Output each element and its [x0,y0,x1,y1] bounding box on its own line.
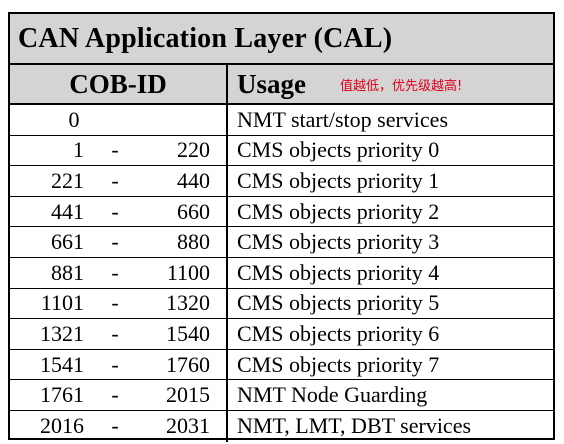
table-title: CAN Application Layer (CAL) [18,22,393,54]
cob-id-from: 1761 [40,382,84,408]
priority-note: 值越低，优先级越高! [340,78,463,94]
table-row: 1 - 220 CMS objects priority 0 [10,135,553,167]
range-dash: - [111,229,119,255]
table-body: 0 NMT start/stop services 1 - 220 CMS objects… [10,105,553,442]
range-dash: - [111,259,119,285]
cob-id-to: 2015 [166,382,210,408]
cob-id-to: 1320 [166,290,210,316]
cob-id-cell: 1 - 220 [10,135,228,166]
cob-id-from: 1541 [40,351,84,377]
cob-id-to: 2031 [166,413,210,439]
range-dash: - [111,382,119,408]
cob-id-to: 880 [177,229,210,255]
cob-id-cell: 661 - 880 [10,227,228,257]
usage-cell: CMS objects priority 4 [237,259,440,285]
table-row: 2016 - 2031 NMT, LMT, DBT services [10,410,553,442]
range-dash: - [111,413,119,439]
usage-cell: CMS objects priority 3 [237,229,440,255]
usage-cell: CMS objects priority 7 [237,351,440,377]
range-dash: - [111,198,119,224]
cob-id-from: 1321 [40,320,84,346]
cob-id-from: 1 [73,137,84,163]
header-row: COB-ID Usage 值越低，优先级越高! [10,65,553,105]
cob-id-cell: 2016 - 2031 [10,410,228,442]
cob-id-cell: 1541 - 1760 [10,349,228,380]
cob-id-from: 441 [51,198,84,224]
cal-table: CAN Application Layer (CAL) COB-ID Usage… [8,12,555,442]
usage-cell: CMS objects priority 5 [237,290,440,316]
usage-cell: CMS objects priority 2 [237,198,440,224]
cob-id-from: 881 [51,259,84,285]
cob-id-from: 2016 [40,413,84,439]
cob-id-cell: 0 [10,105,228,135]
cob-id-cell: 1101 - 1320 [10,288,228,319]
cob-id-cell: 441 - 660 [10,196,228,227]
range-dash: - [111,290,119,316]
usage-cell: NMT Node Guarding [237,382,428,408]
table-row: 1541 - 1760 CMS objects priority 7 [10,349,553,381]
cob-id-to: 660 [177,198,210,224]
usage-cell: CMS objects priority 0 [237,137,440,163]
table-row: 1761 - 2015 NMT Node Guarding [10,380,553,411]
cob-id-from: 661 [51,229,84,255]
usage-header: Usage [237,68,306,99]
range-dash: - [111,351,119,377]
title-row: CAN Application Layer (CAL) [10,14,553,65]
range-dash: - [111,320,119,346]
cob-id-cell: 1761 - 2015 [10,380,228,410]
cob-id-cell: 881 - 1100 [10,257,228,288]
range-dash: - [111,137,119,163]
cob-id-cell: 221 - 440 [10,166,228,196]
table-row: 661 - 880 CMS objects priority 3 [10,227,553,258]
table-row: 1101 - 1320 CMS objects priority 5 [10,288,553,320]
cob-id-to: 220 [177,137,210,163]
table-row: 0 NMT start/stop services [10,105,553,136]
usage-cell: CMS objects priority 6 [237,320,440,346]
cob-id-to: 1540 [166,320,210,346]
table-row: 1321 - 1540 CMS objects priority 6 [10,319,553,350]
cob-id-from: 1101 [40,290,84,316]
usage-cell: NMT, LMT, DBT services [237,413,472,439]
cob-id-to: 1100 [166,259,210,285]
table-row: 881 - 1100 CMS objects priority 4 [10,257,553,289]
cob-id-to: 440 [177,167,210,193]
cob-id-header: COB-ID [10,65,228,103]
usage-cell: NMT start/stop services [237,106,449,132]
cob-id-to: 1760 [166,351,210,377]
range-dash: - [111,167,119,193]
usage-cell: CMS objects priority 1 [237,167,440,193]
cob-id-cell: 1321 - 1540 [10,319,228,349]
cob-id-value: 0 [68,106,80,132]
table-row: 441 - 660 CMS objects priority 2 [10,196,553,228]
table-row: 221 - 440 CMS objects priority 1 [10,166,553,197]
cob-id-from: 221 [51,167,84,193]
